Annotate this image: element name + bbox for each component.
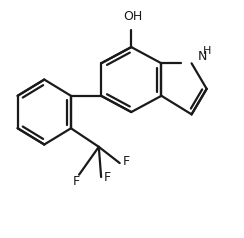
Text: OH: OH xyxy=(123,10,142,23)
Text: H: H xyxy=(203,46,211,56)
Text: N: N xyxy=(197,50,207,63)
Text: F: F xyxy=(123,155,130,169)
Text: F: F xyxy=(73,175,80,188)
Text: F: F xyxy=(103,171,111,184)
